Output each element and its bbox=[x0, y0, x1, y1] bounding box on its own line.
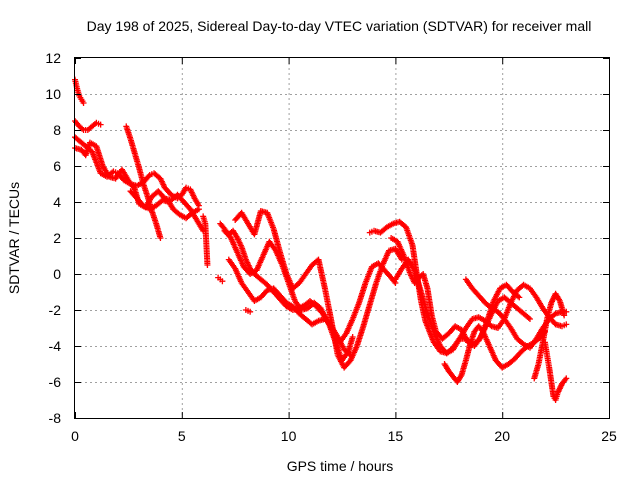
y-tick-label: 0 bbox=[53, 266, 61, 282]
data-point bbox=[561, 312, 568, 319]
series-track-18 bbox=[462, 276, 570, 351]
plot-frame bbox=[74, 57, 610, 419]
data-point bbox=[347, 352, 354, 358]
y-tick-label: -8 bbox=[49, 410, 62, 426]
chart-title: Day 198 of 2025, Sidereal Day-to-day VTE… bbox=[87, 18, 592, 34]
data-point bbox=[563, 375, 570, 382]
data-point bbox=[204, 262, 211, 268]
series-track-8 bbox=[215, 274, 226, 285]
y-axis-title: SDTVAR / TECUs bbox=[6, 182, 22, 294]
x-axis-title: GPS time / hours bbox=[287, 458, 394, 474]
data-point bbox=[145, 173, 152, 180]
data-points bbox=[72, 76, 570, 403]
y-tick-label: 12 bbox=[45, 50, 61, 66]
data-point bbox=[247, 308, 254, 315]
data-point bbox=[349, 334, 356, 340]
data-point bbox=[526, 316, 533, 322]
series-track-13 bbox=[242, 307, 254, 315]
y-tick-label: -6 bbox=[49, 374, 62, 390]
data-point bbox=[97, 121, 104, 128]
data-point bbox=[346, 350, 353, 357]
series-track-16 bbox=[392, 256, 570, 357]
x-tick-label: 15 bbox=[388, 428, 404, 444]
axis-ticks bbox=[75, 58, 610, 419]
y-tick-label: -4 bbox=[49, 338, 62, 354]
series-track-15 bbox=[388, 235, 523, 349]
data-point bbox=[563, 321, 570, 328]
x-tick-labels: 0 5 10 15 20 25 bbox=[71, 428, 617, 444]
data-point bbox=[516, 294, 523, 301]
y-tick-label: -2 bbox=[49, 302, 62, 318]
series-track-12 bbox=[225, 256, 354, 358]
grid-lines bbox=[75, 58, 609, 418]
data-point bbox=[219, 278, 226, 285]
x-tick-label: 20 bbox=[494, 428, 510, 444]
series-track-20 bbox=[541, 339, 570, 403]
data-point bbox=[195, 206, 202, 213]
y-tick-label: 10 bbox=[45, 86, 61, 102]
series-track-19 bbox=[531, 290, 568, 382]
x-tick-label: 25 bbox=[601, 428, 617, 444]
y-tick-label: 6 bbox=[53, 158, 61, 174]
y-tick-label: 8 bbox=[53, 122, 61, 138]
data-point bbox=[80, 100, 87, 106]
x-tick-label: 5 bbox=[178, 428, 186, 444]
data-point bbox=[157, 235, 164, 241]
y-tick-label: 2 bbox=[53, 230, 61, 246]
x-tick-label: 0 bbox=[71, 428, 79, 444]
series-track-4 bbox=[72, 139, 207, 234]
series-track-7 bbox=[200, 213, 211, 268]
series-track-11 bbox=[232, 208, 405, 371]
series-track-10 bbox=[221, 227, 399, 346]
series-track-17 bbox=[441, 323, 548, 385]
x-tick-label: 10 bbox=[281, 428, 297, 444]
series-track-5 bbox=[123, 123, 164, 241]
y-tick-labels: -8 -6 -4 -2 0 2 4 6 8 10 12 bbox=[45, 50, 61, 426]
series-track-6 bbox=[127, 188, 202, 222]
series-track-2 bbox=[72, 118, 104, 133]
y-tick-label: 4 bbox=[53, 194, 61, 210]
data-point bbox=[525, 314, 532, 321]
